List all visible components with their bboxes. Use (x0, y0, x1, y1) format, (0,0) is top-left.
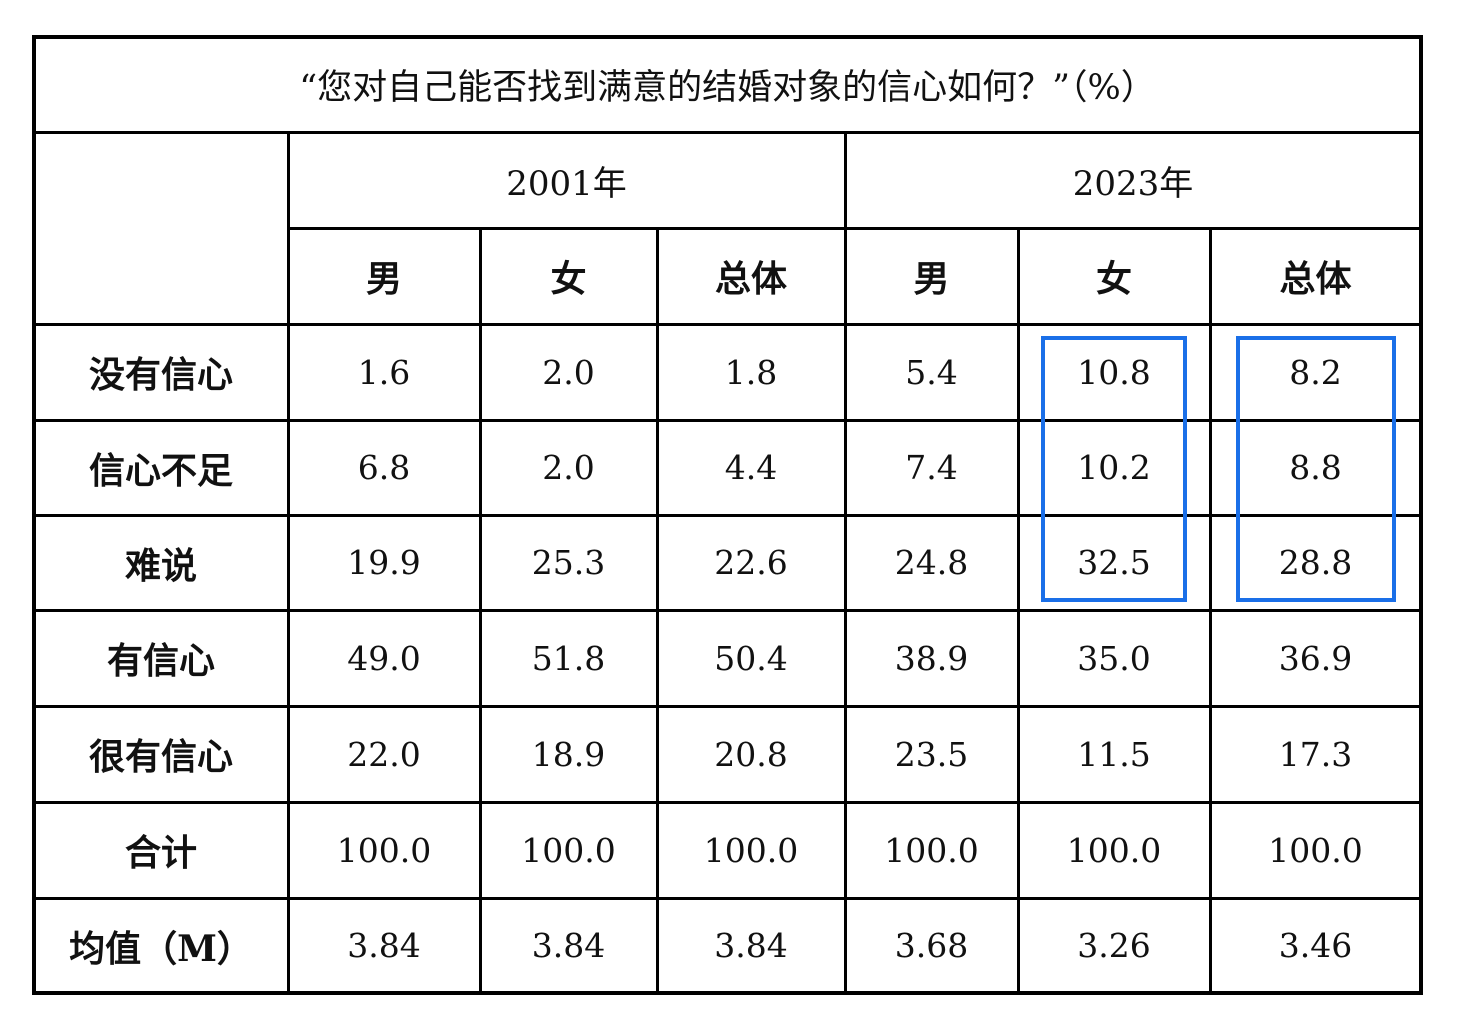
table-cell: 10.8 (1077, 352, 1151, 392)
row-label: 很有信心 (88, 736, 233, 778)
row-label: 均值（M） (69, 927, 253, 970)
grid-line-v (656, 228, 659, 993)
table-cell: 4.4 (724, 448, 778, 487)
grid-line-h (34, 609, 1421, 612)
table-cell: 23.5 (894, 734, 969, 774)
column-header: 总体 (1279, 258, 1352, 300)
table-cell: 100.0 (703, 830, 799, 870)
table-cell: 38.9 (894, 638, 969, 678)
table-cell: 35.0 (1077, 638, 1151, 678)
grid-line-h (34, 131, 1421, 134)
table-cell: 18.9 (531, 734, 606, 774)
table-cell: 7.4 (905, 448, 958, 487)
table-cell: 25.3 (531, 543, 606, 582)
table-cell: 100.0 (336, 830, 432, 870)
grid-line-v (287, 132, 290, 993)
table-cell: 32.5 (1077, 543, 1151, 582)
table-cell: 3.84 (531, 926, 606, 965)
grid-line-v (1017, 228, 1020, 993)
row-label: 合计 (124, 832, 197, 874)
table-cell: 8.8 (1289, 448, 1342, 487)
column-header: 女 (1095, 258, 1132, 300)
table-title: “您对自己能否找到满意的结婚对象的信心如何？”（%） (299, 68, 1156, 108)
table-cell: 1.8 (724, 352, 778, 392)
row-label: 难说 (124, 544, 197, 587)
year-header-2023: 2023年 (1072, 163, 1194, 204)
grid-line-h (34, 897, 1421, 900)
row-label: 信心不足 (88, 449, 233, 492)
table-cell: 2.0 (542, 448, 595, 487)
grid-line-h (34, 705, 1421, 708)
table-cell: 19.9 (347, 543, 421, 582)
table-cell: 50.4 (714, 638, 788, 678)
table-cell: 24.8 (894, 543, 969, 582)
table-cell: 8.2 (1289, 352, 1342, 392)
table-cell: 49.0 (347, 638, 421, 678)
grid-line-v (844, 132, 847, 993)
column-header: 总体 (714, 258, 787, 300)
grid-line-h (34, 419, 1421, 422)
table-cell: 3.26 (1077, 926, 1151, 965)
table-cell: 20.8 (714, 734, 788, 774)
table-cell: 22.6 (714, 543, 788, 582)
table-cell: 3.84 (347, 926, 421, 965)
table-cell: 3.46 (1278, 926, 1353, 965)
table-cell: 10.2 (1077, 448, 1151, 487)
table-cell: 3.84 (714, 926, 788, 965)
column-header: 男 (913, 258, 950, 300)
row-label: 有信心 (106, 640, 215, 682)
grid-line-h (34, 323, 1421, 326)
table-cell: 11.5 (1077, 734, 1151, 774)
table-cell: 28.8 (1278, 543, 1353, 582)
table-cell: 100.0 (884, 830, 979, 870)
table-border-right (1419, 35, 1423, 995)
table-cell: 36.9 (1278, 638, 1353, 678)
table-cell: 17.3 (1278, 734, 1353, 774)
table-cell: 1.6 (357, 352, 411, 392)
table-cell: 100.0 (521, 830, 616, 870)
grid-line-h (34, 801, 1421, 804)
year-header-2001: 2001年 (506, 163, 627, 204)
table-border-top (32, 35, 1423, 39)
grid-line-v (479, 228, 482, 993)
table-cell: 3.68 (894, 926, 969, 965)
table-cell: 2.0 (542, 352, 595, 392)
grid-line-h (34, 514, 1421, 517)
table-cell: 6.8 (357, 448, 411, 487)
column-header: 女 (550, 258, 587, 300)
table-cell: 100.0 (1066, 830, 1162, 870)
table-cell: 51.8 (531, 638, 606, 678)
table-cell: 22.0 (347, 734, 421, 774)
column-header: 男 (365, 258, 402, 300)
table-border-bottom (32, 991, 1423, 995)
table-cell: 100.0 (1268, 830, 1363, 870)
table-cell: 5.4 (905, 352, 958, 392)
grid-line-v (1209, 228, 1212, 993)
row-label: 没有信心 (88, 354, 233, 396)
grid-line-h (288, 227, 1421, 230)
